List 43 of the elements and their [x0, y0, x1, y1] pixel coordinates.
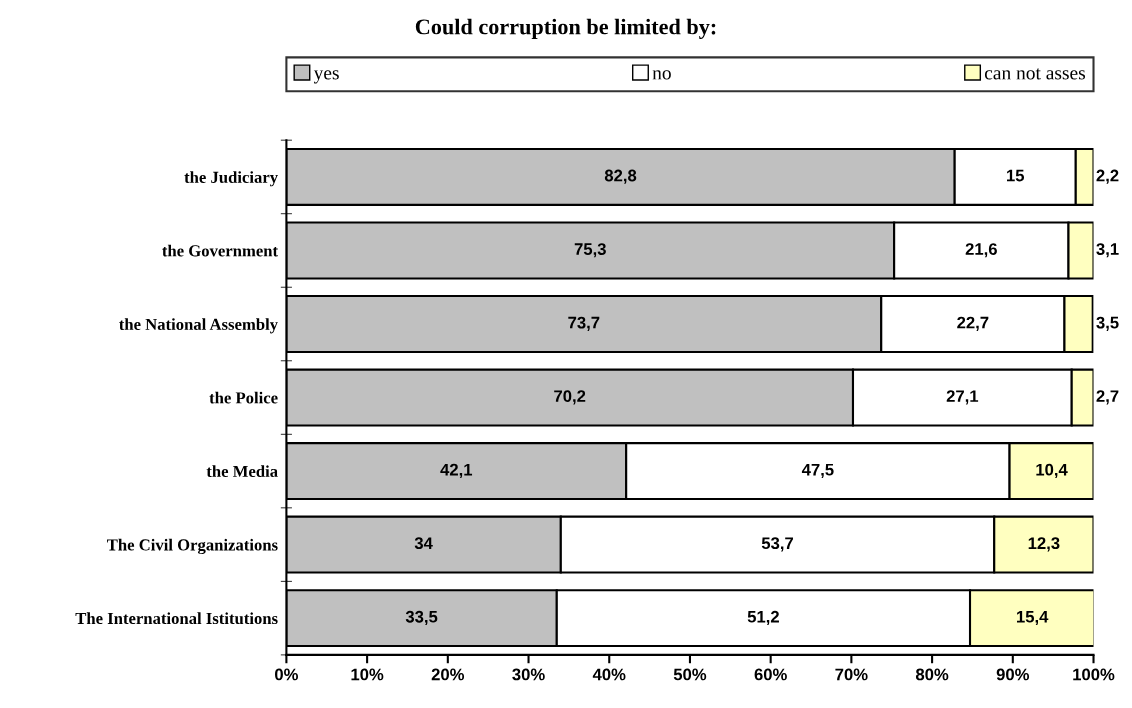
x-tick-label: 90%: [996, 668, 1030, 681]
data-label: 33,5: [405, 610, 438, 626]
x-tick-label: 50%: [673, 668, 707, 681]
y-tick-label: the Judiciary: [184, 171, 278, 187]
data-label: 47,5: [801, 463, 834, 478]
x-tick-label: 70%: [835, 668, 868, 681]
data-label: 21,6: [965, 243, 997, 258]
data-label: 73,7: [568, 316, 600, 331]
x-tick-label: 20%: [431, 668, 465, 681]
x-tick-label: 0%: [275, 668, 298, 681]
data-label: 22,7: [957, 316, 989, 331]
x-tick-label: 10%: [351, 668, 384, 681]
x-tick-label: 100%: [1073, 668, 1115, 681]
x-tick-label: 60%: [754, 668, 787, 681]
data-label: 53,7: [761, 537, 794, 552]
legend-label: yes: [313, 70, 339, 84]
data-label: 10,4: [1036, 463, 1068, 478]
x-tick-label: 40%: [592, 668, 626, 681]
data-label: 82,8: [604, 169, 637, 184]
data-label: 12,3: [1028, 537, 1060, 552]
data-label: 3,5: [1096, 316, 1119, 331]
data-label: 27,1: [946, 390, 979, 405]
y-tick-label: the National Assembly: [119, 318, 278, 334]
data-label: 15,4: [1017, 610, 1049, 626]
y-tick-label: the Media: [206, 465, 278, 478]
legend-label: can not asses: [984, 68, 1086, 80]
data-label: 51,2: [747, 610, 779, 626]
chart-title: Could corruption be limited by:: [415, 18, 716, 39]
data-label: 42,1: [440, 463, 473, 478]
data-label: 70,2: [554, 390, 586, 405]
y-tick-label: The International Istitutions: [75, 612, 278, 625]
data-label: 2,2: [1096, 169, 1119, 184]
data-label: 75,3: [574, 243, 606, 258]
data-label: 34: [414, 537, 433, 550]
y-tick-label: The Civil Organizations: [107, 538, 278, 555]
data-label: 15: [1007, 169, 1025, 182]
y-tick-label: the Police: [209, 391, 278, 404]
data-label: 3,1: [1096, 243, 1119, 258]
legend-label: no: [652, 70, 671, 80]
x-tick-label: 80%: [915, 668, 949, 681]
data-label: 2,7: [1096, 390, 1119, 405]
x-tick-label: 30%: [512, 668, 545, 681]
y-tick-label: the Government: [162, 244, 278, 257]
